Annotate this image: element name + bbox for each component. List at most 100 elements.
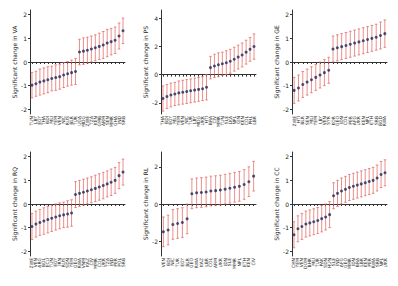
svg-text:-1: -1 (21, 82, 27, 89)
svg-text:SRB: SRB (373, 116, 379, 126)
svg-text:MMR: MMR (108, 116, 114, 127)
svg-text:BDI: BDI (164, 116, 170, 124)
svg-text:LBY: LBY (317, 116, 323, 125)
svg-text:0: 0 (154, 201, 158, 208)
svg-text:-2: -2 (283, 106, 289, 113)
svg-text:KEN: KEN (92, 116, 98, 126)
svg-text:-2: -2 (21, 248, 27, 255)
svg-text:COL: COL (243, 116, 249, 126)
svg-text:BLR: BLR (69, 116, 75, 125)
svg-text:BDI: BDI (45, 116, 51, 124)
svg-text:CIV: CIV (251, 257, 256, 265)
svg-text:TUN: TUN (219, 116, 225, 126)
svg-text:EGY: EGY (37, 116, 43, 125)
svg-text:-1: -1 (21, 224, 27, 231)
svg-text:2: 2 (154, 163, 158, 170)
svg-text:THA: THA (41, 116, 47, 126)
svg-text:NPL: NPL (365, 116, 371, 125)
svg-text:2: 2 (23, 153, 27, 160)
svg-text:BLR: BLR (300, 116, 306, 125)
svg-text:COL: COL (343, 116, 349, 126)
svg-text:RWA: RWA (382, 115, 387, 126)
svg-text:LBY: LBY (33, 116, 39, 125)
svg-text:UKR: UKR (200, 116, 206, 126)
svg-text:LBR: LBR (252, 116, 257, 125)
svg-text:SEN: SEN (104, 116, 110, 126)
svg-text:-1: -1 (283, 224, 289, 231)
svg-text:PER: PER (347, 116, 353, 125)
svg-text:0: 0 (154, 71, 158, 78)
svg-text:2: 2 (23, 11, 27, 18)
svg-text:MDG: MDG (80, 116, 86, 127)
svg-text:VEN: VEN (321, 116, 327, 126)
svg-text:ZWE: ZWE (84, 116, 90, 127)
svg-text:KOR: KOR (330, 116, 336, 126)
svg-text:Significant change in PS: Significant change in PS (142, 26, 150, 99)
svg-text:-2: -2 (21, 106, 27, 113)
svg-text:SLE: SLE (223, 116, 229, 125)
svg-text:RUS: RUS (65, 116, 71, 126)
svg-text:0: 0 (285, 201, 289, 208)
svg-text:EGY: EGY (168, 116, 174, 125)
svg-text:ZWE: ZWE (291, 116, 297, 127)
svg-text:1: 1 (285, 177, 289, 184)
svg-text:0: 0 (23, 201, 27, 208)
svg-text:IND: IND (116, 116, 122, 125)
svg-text:MDG: MDG (196, 116, 202, 127)
svg-text:LBY: LBY (192, 116, 198, 125)
svg-text:TZA: TZA (88, 116, 94, 125)
svg-text:UKR: UKR (383, 258, 388, 267)
svg-text:-2: -2 (152, 238, 158, 245)
svg-text:UKR: UKR (356, 116, 362, 126)
svg-text:Significant change in RL: Significant change in RL (142, 167, 150, 240)
svg-text:2: 2 (285, 11, 289, 18)
svg-text:4: 4 (154, 15, 158, 22)
svg-text:KEN: KEN (239, 116, 245, 126)
svg-text:1: 1 (23, 177, 27, 184)
svg-text:ARM: ARM (100, 116, 106, 127)
svg-text:NPL: NPL (231, 116, 237, 125)
svg-text:THA: THA (160, 116, 166, 126)
svg-text:AFG: AFG (352, 116, 358, 126)
svg-text:MLI: MLI (49, 116, 55, 124)
svg-text:NIC: NIC (184, 116, 190, 124)
svg-text:GEO: GEO (334, 116, 340, 126)
svg-text:2: 2 (285, 153, 289, 160)
svg-text:IDN: IDN (339, 116, 345, 125)
svg-text:Significant change in VA: Significant change in VA (11, 25, 19, 99)
svg-text:2: 2 (154, 43, 158, 50)
svg-text:NIC: NIC (61, 116, 67, 124)
svg-text:-2: -2 (283, 248, 289, 255)
svg-text:VEN: VEN (180, 116, 186, 126)
svg-text:MLI: MLI (308, 116, 314, 124)
svg-text:MLI: MLI (172, 116, 178, 124)
svg-text:Significant change in GE: Significant change in GE (273, 25, 281, 99)
svg-text:-1: -1 (283, 82, 289, 89)
svg-text:SRB: SRB (121, 116, 126, 125)
svg-text:SRB: SRB (121, 258, 126, 267)
svg-text:GMB: GMB (96, 116, 102, 127)
svg-text:GHA: GHA (112, 116, 118, 126)
svg-text:PHL: PHL (247, 116, 253, 125)
svg-text:SYR: SYR (326, 116, 332, 125)
svg-text:1: 1 (285, 35, 289, 42)
svg-text:CIV: CIV (211, 116, 217, 124)
svg-text:TUR: TUR (188, 116, 194, 126)
svg-text:ETH: ETH (369, 116, 375, 125)
svg-text:GIN: GIN (235, 116, 241, 125)
svg-text:0: 0 (285, 59, 289, 66)
svg-text:YEM: YEM (313, 116, 319, 126)
svg-text:SEN: SEN (304, 116, 310, 126)
svg-text:VEN: VEN (57, 116, 63, 126)
svg-text:YEM: YEM (176, 116, 182, 126)
svg-text:0: 0 (23, 59, 27, 66)
svg-text:Significant change in RQ: Significant change in RQ (11, 167, 19, 241)
svg-text:-2: -2 (152, 99, 158, 106)
svg-text:LKA: LKA (227, 116, 233, 125)
svg-text:YEM: YEM (53, 116, 59, 126)
svg-text:1: 1 (23, 35, 27, 42)
svg-text:TUN: TUN (29, 116, 35, 126)
svg-text:KEN: KEN (360, 116, 366, 126)
svg-text:MMR: MMR (215, 116, 221, 127)
svg-text:Significant change in CC: Significant change in CC (273, 167, 281, 240)
